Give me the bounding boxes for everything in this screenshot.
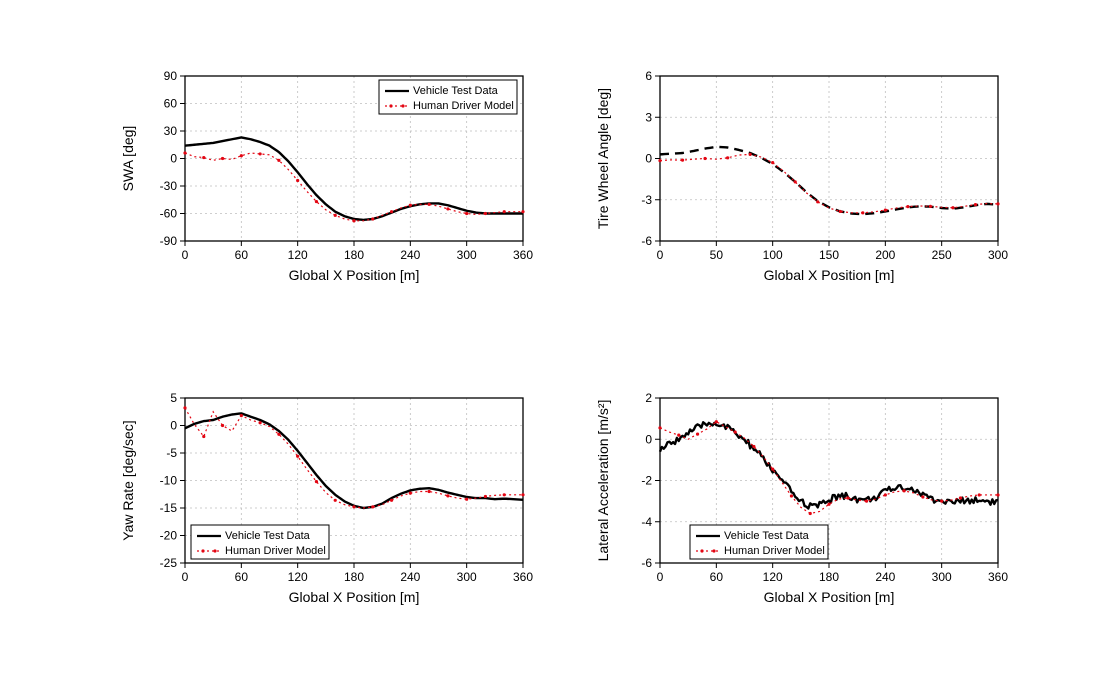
legend-label-test: Vehicle Test Data [724,530,810,542]
svg-text:50: 50 [710,248,724,262]
svg-text:-60: -60 [160,207,178,221]
svg-text:0: 0 [645,152,652,166]
svg-text:240: 240 [400,248,420,262]
legend: Vehicle Test Data Human Driver Model [379,80,517,114]
svg-text:180: 180 [344,248,364,262]
series-model [185,408,523,508]
svg-text:150: 150 [819,248,839,262]
svg-text:180: 180 [344,570,364,584]
svg-text:0: 0 [645,432,652,446]
svg-text:250: 250 [932,248,952,262]
svg-text:5: 5 [170,391,177,405]
svg-text:-4: -4 [641,515,652,529]
svg-text:-6: -6 [641,556,652,570]
svg-text:60: 60 [710,570,724,584]
svg-text:120: 120 [288,570,308,584]
svg-text:0: 0 [170,152,177,166]
series-test [660,422,998,508]
svg-text:0: 0 [182,570,189,584]
svg-text:SWA [deg]: SWA [deg] [120,126,136,192]
svg-text:-90: -90 [160,234,178,248]
svg-text:180: 180 [819,570,839,584]
chart-latacc: 0 60 120 180 240 300 360 -6 -4 -2 0 2 Global X Posit… [590,380,1010,618]
svg-text:3: 3 [645,110,652,124]
svg-text:-10: -10 [160,474,178,488]
legend-label-test: Vehicle Test Data [413,85,499,97]
legend-label-test: Vehicle Test Data [225,530,311,542]
svg-text:60: 60 [164,97,178,111]
svg-text:Yaw Rate [deg/sec]: Yaw Rate [deg/sec] [120,420,136,540]
series-model [660,154,998,212]
legend: Vehicle Test Data Human Driver Model [191,525,329,559]
svg-text:300: 300 [932,570,952,584]
legend-label-model: Human Driver Model [724,545,825,557]
svg-text:360: 360 [513,570,533,584]
svg-text:-5: -5 [166,446,177,460]
svg-text:100: 100 [763,248,783,262]
svg-text:0: 0 [170,419,177,433]
svg-text:Global X Position [m]: Global X Position [m] [764,589,895,605]
svg-text:-25: -25 [160,556,178,570]
svg-text:-15: -15 [160,501,178,515]
svg-text:-2: -2 [641,474,652,488]
svg-text:60: 60 [235,570,249,584]
svg-text:6: 6 [645,69,652,83]
svg-text:240: 240 [400,570,420,584]
svg-text:0: 0 [657,570,664,584]
svg-text:240: 240 [875,570,895,584]
svg-text:360: 360 [988,570,1008,584]
svg-text:-20: -20 [160,529,178,543]
svg-text:300: 300 [457,248,477,262]
svg-text:Lateral Acceleration [m/s²]: Lateral Acceleration [m/s²] [595,400,611,562]
svg-text:-3: -3 [641,193,652,207]
svg-text:Global X Position [m]: Global X Position [m] [289,589,420,605]
figure-grid: { "page": { "width": 1113, "height": 696… [0,0,1113,696]
svg-text:-6: -6 [641,234,652,248]
chart-swa: 0 60 120 180 240 300 360 -90 -60 -30 0 30 60 90 Global… [115,58,535,296]
svg-text:360: 360 [513,248,533,262]
svg-text:300: 300 [457,570,477,584]
chart-yaw: 0 60 120 180 240 300 360 -25 -20 -15 -10 -5 0 5 Global… [115,380,535,618]
svg-text:0: 0 [657,248,664,262]
legend-label-model: Human Driver Model [225,545,326,557]
svg-text:-30: -30 [160,179,178,193]
svg-text:90: 90 [164,69,178,83]
svg-text:2: 2 [645,391,652,405]
svg-text:300: 300 [988,248,1008,262]
svg-text:120: 120 [763,570,783,584]
chart-tire: 0 50 100 150 200 250 300 -6 -3 0 3 6 Global X Positi… [590,58,1010,296]
svg-text:0: 0 [182,248,189,262]
svg-text:200: 200 [875,248,895,262]
svg-text:Tire Wheel Angle [deg]: Tire Wheel Angle [deg] [595,88,611,229]
svg-text:Global X Position [m]: Global X Position [m] [764,267,895,283]
svg-text:120: 120 [288,248,308,262]
legend: Vehicle Test Data Human Driver Model [690,525,828,559]
svg-text:60: 60 [235,248,249,262]
legend-label-model: Human Driver Model [413,100,514,112]
svg-text:30: 30 [164,124,178,138]
svg-text:Global X Position [m]: Global X Position [m] [289,267,420,283]
